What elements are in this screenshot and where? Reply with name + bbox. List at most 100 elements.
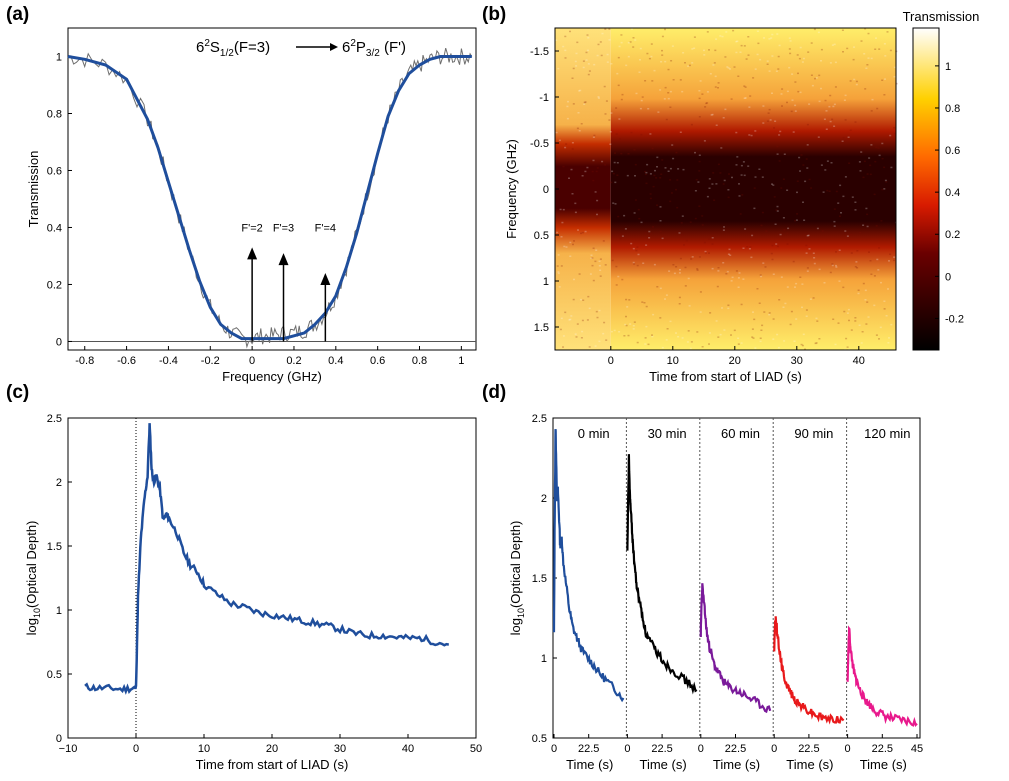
heatmap-speckle xyxy=(705,102,708,105)
heatmap-speckle xyxy=(644,232,647,234)
heatmap-speckle xyxy=(820,48,823,51)
heatmap-speckle xyxy=(596,199,599,202)
heatmap-speckle xyxy=(696,268,699,270)
heatmap-speckle xyxy=(694,151,696,154)
heatmap-speckle xyxy=(705,142,708,144)
heatmap-speckle xyxy=(889,134,892,137)
heatmap-speckle xyxy=(893,76,896,78)
heatmap-speckle xyxy=(677,336,680,338)
heatmap-speckle xyxy=(862,176,865,179)
heatmap-speckle xyxy=(805,158,808,160)
heatmap-speckle xyxy=(727,253,730,255)
heatmap-speckle xyxy=(573,240,575,242)
heatmap-speckle xyxy=(632,37,635,39)
x-tick-label: 1 xyxy=(458,355,464,367)
heatmap-speckle xyxy=(559,208,562,211)
heatmap-speckle xyxy=(560,236,563,238)
heatmap-speckle xyxy=(863,53,866,55)
heatmap-speckle xyxy=(652,313,655,316)
title-part: (F=3) xyxy=(234,39,270,56)
heatmap-speckle xyxy=(888,260,890,262)
heatmap-speckle xyxy=(675,151,678,154)
heatmap-speckle xyxy=(562,45,565,48)
heatmap-speckle xyxy=(617,56,620,59)
heatmap-speckle xyxy=(743,97,746,99)
heatmap-speckle xyxy=(667,92,670,94)
y-tick-label: 1.5 xyxy=(534,322,549,334)
heatmap-speckle xyxy=(703,241,706,244)
y-tick-label: 0.6 xyxy=(47,165,62,177)
heatmap-speckle xyxy=(646,163,649,166)
heatmap-speckle xyxy=(574,333,577,335)
heatmap-speckle xyxy=(656,166,658,168)
heatmap-speckle xyxy=(645,325,648,328)
y-axis-label: log10(Optical Depth) xyxy=(24,521,42,636)
heatmap-speckle xyxy=(602,332,605,335)
heatmap-speckle xyxy=(701,224,704,226)
heatmap-speckle xyxy=(871,98,874,101)
heatmap-speckle xyxy=(582,66,585,69)
x-tick-label: 0 xyxy=(624,743,630,755)
heatmap-speckle xyxy=(782,217,785,219)
heatmap-speckle xyxy=(661,237,664,240)
heatmap-speckle xyxy=(823,118,826,120)
heatmap-speckle xyxy=(698,205,701,207)
series-od-line xyxy=(84,423,450,695)
segment-x-axis-label: Time (s) xyxy=(566,757,613,772)
heatmap-speckle xyxy=(687,65,690,67)
heatmap-speckle xyxy=(875,146,878,149)
heatmap-speckle xyxy=(620,152,623,155)
heatmap-speckle xyxy=(875,37,877,39)
heatmap-speckle xyxy=(629,41,632,43)
heatmap-speckle xyxy=(782,178,785,180)
heatmap-speckle xyxy=(808,103,811,105)
heatmap-speckle xyxy=(636,341,639,344)
heatmap-speckle xyxy=(740,174,743,176)
heatmap-speckle xyxy=(596,54,599,57)
heatmap-speckle xyxy=(824,169,827,171)
heatmap-speckle xyxy=(696,269,699,271)
heatmap-speckle xyxy=(771,55,774,57)
heatmap-speckle xyxy=(808,178,811,181)
heatmap-speckle xyxy=(844,230,847,232)
heatmap-speckle xyxy=(719,172,722,174)
heatmap-speckle xyxy=(581,231,584,234)
segment-line xyxy=(699,583,772,714)
heatmap-speckle xyxy=(759,58,762,61)
heatmap-speckle xyxy=(885,181,888,183)
heatmap-speckle xyxy=(831,264,834,267)
heatmap-speckle xyxy=(776,333,779,336)
heatmap-speckle xyxy=(634,199,637,201)
heatmap-speckle xyxy=(796,191,798,194)
heatmap-speckle xyxy=(713,62,716,64)
heatmap-speckle xyxy=(838,280,841,282)
y-tick-label: 0 xyxy=(56,336,62,348)
heatmap-speckle xyxy=(693,47,696,49)
heatmap-speckle xyxy=(877,269,880,271)
heatmap-speckle xyxy=(786,232,789,234)
heatmap-speckle xyxy=(743,85,746,87)
heatmap-speckle xyxy=(596,316,599,319)
heatmap-speckle xyxy=(568,319,571,321)
x-tick-label: 50 xyxy=(470,743,482,755)
heatmap-speckle xyxy=(562,208,565,211)
heatmap-speckle xyxy=(555,131,558,134)
heatmap-speckle xyxy=(591,257,594,259)
heatmap-speckle xyxy=(854,209,857,211)
heatmap-speckle xyxy=(794,110,797,112)
heatmap-speckle xyxy=(684,285,687,287)
heatmap-speckle xyxy=(701,215,704,217)
heatmap-speckle xyxy=(657,111,660,113)
segment-line xyxy=(846,625,918,727)
heatmap-speckle xyxy=(646,52,649,55)
heatmap-speckle xyxy=(820,164,823,166)
heatmap-speckle xyxy=(664,167,667,169)
heatmap-speckle xyxy=(854,317,857,319)
x-tick-label: 22.5 xyxy=(872,743,893,755)
heatmap-speckle xyxy=(693,36,696,38)
heatmap-speckle xyxy=(676,206,679,209)
heatmap-speckle xyxy=(587,295,590,298)
heatmap-speckle xyxy=(617,215,620,218)
x-tick-label: 0.2 xyxy=(286,355,301,367)
heatmap-speckle xyxy=(740,342,743,344)
